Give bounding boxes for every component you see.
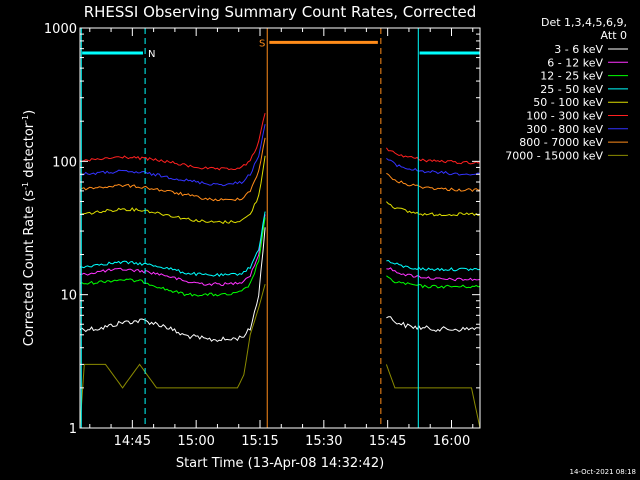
series-line-5-1 <box>385 147 481 165</box>
legend-label-0: 3 - 6 keV <box>554 43 603 56</box>
legend-header-attenuator: Att 0 <box>601 29 627 42</box>
series-line-2-1 <box>386 275 481 289</box>
y-axis-label-sup2: -1 <box>21 115 30 123</box>
x-tick-label-1: 15:00 <box>177 434 214 449</box>
x-tick-label-2: 15:15 <box>241 434 278 449</box>
series-0 <box>79 227 481 343</box>
series-line-3-1 <box>386 259 481 272</box>
series-line-0-0 <box>79 227 266 343</box>
series-3 <box>79 211 481 278</box>
x-axis-label: Start Time (13-Apr-08 14:32:42) <box>176 456 384 471</box>
y-axis-label-suffix: ) <box>22 110 37 115</box>
data-layer <box>79 112 481 429</box>
legend-label-6: 300 - 800 keV <box>526 123 603 136</box>
night-bar-label-0: N <box>148 49 155 60</box>
series-1 <box>79 214 481 287</box>
series-line-4-0 <box>79 155 266 225</box>
series-line-2-0 <box>79 217 266 297</box>
x-tick-label-0: 14:45 <box>114 434 151 449</box>
series-line-7-1 <box>386 172 480 193</box>
series-line-4-1 <box>386 201 481 217</box>
legend-label-5: 100 - 300 keV <box>526 110 603 123</box>
series-line-6-1 <box>386 158 481 176</box>
series-line-3-0 <box>79 211 266 278</box>
series-line-0-1 <box>386 316 481 333</box>
axis-layer: 14:45 15:00 15:15 15:30 15:45 16:00 1 10 100 1000 <box>44 22 480 449</box>
y-tick-label-2: 100 <box>52 155 77 170</box>
legend-label-7: 800 - 7000 keV <box>519 136 603 149</box>
series-line-8-1 <box>385 364 481 429</box>
plot-frame <box>79 27 481 429</box>
y-axis-label-mid: detector <box>22 122 37 182</box>
legend-header-detectors: Det 1,3,4,5,6,9, <box>541 16 627 29</box>
legend-label-8: 7000 - 15000 keV <box>505 149 603 162</box>
saa-bar-label-0: S <box>259 38 265 49</box>
legend-label-1: 6 - 12 keV <box>547 56 603 69</box>
series-6 <box>79 124 481 187</box>
series-line-1-0 <box>79 214 266 287</box>
legend-label-2: 12 - 25 keV <box>540 70 603 83</box>
series-7 <box>79 137 480 202</box>
series-8 <box>79 283 481 429</box>
series-line-8-0 <box>79 283 266 429</box>
x-tick-label-4: 15:45 <box>369 434 406 449</box>
series-line-1-1 <box>386 267 481 282</box>
series-4 <box>79 155 481 225</box>
y-tick-label-1: 10 <box>60 289 77 304</box>
chart-title: RHESSI Observing Summary Count Rates, Co… <box>84 3 477 21</box>
series-2 <box>79 217 481 297</box>
y-tick-label-0: 1 <box>69 422 77 437</box>
legend-label-4: 50 - 100 keV <box>533 96 603 109</box>
y-tick-label-3: 1000 <box>44 22 77 37</box>
y-axis-label-prefix: Corrected Count Rate (s <box>22 190 37 347</box>
y-axis-label-sup1: -1 <box>21 182 30 190</box>
legend-label-3: 25 - 50 keV <box>540 83 603 96</box>
footer-timestamp: 14-Oct-2021 08:18 <box>570 468 636 476</box>
x-tick-label-5: 16:00 <box>433 434 470 449</box>
x-tick-label-3: 15:30 <box>305 434 342 449</box>
y-axis-label: Corrected Count Rate (s-1 detector-1) <box>21 110 37 346</box>
series-line-6-0 <box>79 124 266 187</box>
annotation-layer: NS <box>80 28 481 428</box>
series-line-5-0 <box>79 112 266 171</box>
series-line-7-0 <box>79 137 266 202</box>
series-5 <box>79 112 481 171</box>
